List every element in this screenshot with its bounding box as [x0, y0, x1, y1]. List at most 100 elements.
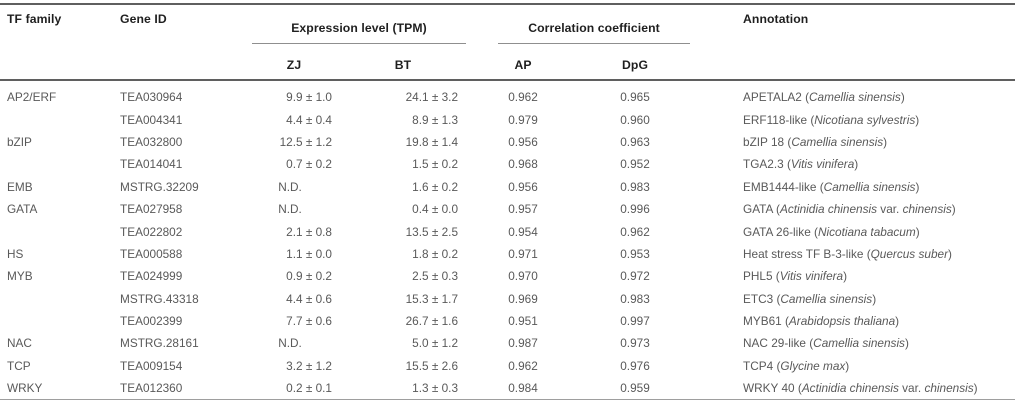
table-row: MSTRG.43318 4.4 ± 0.6 15.3 ± 1.7 0.969 0…: [0, 288, 1015, 310]
cell-tf-family: [0, 153, 113, 175]
cell-correlation-ap: 0.956: [508, 179, 538, 194]
cell-correlation-ap: 0.970: [508, 269, 538, 284]
cell-correlation-dpg: 0.962: [620, 224, 650, 239]
cell-annotation: MYB61 (Arabidopsis thaliana): [690, 310, 1015, 332]
column-header-dpg: DpG: [580, 44, 691, 81]
annotation-species-text: Camellia sinensis: [809, 90, 901, 105]
cell-annotation: bZIP 18 (Camellia sinensis): [690, 131, 1015, 153]
cell-annotation: Heat stress TF B-3-like (Quercus suber): [690, 243, 1015, 265]
cell-correlation-dpg: 0.997: [620, 314, 650, 329]
cell-expression-zj: 2.1 ± 0.8: [286, 224, 332, 239]
table-row: TEA014041 0.7 ± 0.2 1.5 ± 0.2 0.968 0.95…: [0, 153, 1015, 175]
cell-annotation: EMB1444-like (Camellia sinensis): [690, 176, 1015, 198]
cell-gene-id: TEA024999: [120, 269, 183, 284]
cell-correlation-dpg: 0.983: [620, 179, 650, 194]
annotation-text: ): [951, 202, 956, 217]
cell-expression-bt: 19.8 ± 1.4: [405, 134, 459, 149]
cell-correlation-ap: 0.951: [508, 314, 538, 329]
cell-gene-id: TEA027958: [120, 202, 183, 217]
cell-gene-id: TEA014041: [120, 157, 183, 172]
annotation-text: ): [915, 224, 920, 239]
annotation-species-text: Camellia sinensis: [813, 336, 905, 351]
cell-expression-bt: 8.9 ± 1.3: [412, 112, 459, 127]
cell-annotation: TCP4 (Glycine max): [690, 355, 1015, 377]
cell-annotation: APETALA2 (Camellia sinensis): [690, 80, 1015, 108]
table-row: WRKY TEA012360 0.2 ± 0.1 1.3 ± 0.3 0.984…: [0, 377, 1015, 401]
cell-correlation-ap: 0.956: [508, 134, 538, 149]
annotation-species-text: Vitis vinifera: [790, 157, 855, 172]
annotation-species-text: Quercus suber: [870, 246, 948, 261]
column-group-correlation: Correlation coefficient: [466, 4, 691, 44]
cell-correlation-dpg: 0.952: [620, 157, 650, 172]
table-row: TCP TEA009154 3.2 ± 1.2 15.5 ± 2.6 0.962…: [0, 355, 1015, 377]
header-group-row: TF family Gene ID Expression level (TPM)…: [0, 4, 1015, 81]
cell-annotation: PHL5 (Vitis vinifera): [690, 265, 1015, 287]
cell-annotation: GATA (Actinidia chinensis var. chinensis…: [690, 198, 1015, 220]
cell-correlation-dpg: 0.963: [620, 134, 650, 149]
cell-expression-zj: 3.2 ± 1.2: [286, 358, 332, 373]
cell-correlation-ap: 0.962: [508, 358, 538, 373]
cell-expression-bt: 2.5 ± 0.3: [412, 269, 459, 284]
annotation-text: GATA (: [743, 202, 780, 217]
cell-expression-zj: 0.7 ± 0.2: [286, 157, 332, 172]
table-header: TF family Gene ID Expression level (TPM)…: [0, 4, 1015, 81]
cell-correlation-dpg: 0.973: [620, 336, 650, 351]
table-row: GATA TEA027958 N.D. 0.4 ± 0.0 0.957 0.99…: [0, 198, 1015, 220]
annotation-text: NAC 29-like (: [743, 336, 814, 351]
cell-expression-bt: 13.5 ± 2.5: [405, 224, 459, 239]
column-header-annotation: Annotation: [690, 4, 1015, 81]
cell-tf-family: NAC: [7, 336, 32, 351]
cell-gene-id: TEA022802: [120, 224, 183, 239]
annotation-text: MYB61 (: [743, 314, 789, 329]
cell-tf-family: MYB: [7, 269, 33, 284]
column-header-zj: ZJ: [248, 44, 340, 81]
cell-correlation-ap: 0.962: [508, 90, 538, 105]
table-row: TEA004341 4.4 ± 0.4 8.9 ± 1.3 0.979 0.96…: [0, 108, 1015, 130]
cell-correlation-ap: 0.987: [508, 336, 538, 351]
cell-expression-zj: 9.9 ± 1.0: [286, 90, 332, 105]
annotation-text: APETALA2 (: [743, 90, 810, 105]
cell-expression-zj: 4.4 ± 0.4: [286, 112, 332, 127]
annotation-species-text: Camellia sinensis: [780, 291, 873, 306]
cell-annotation: ETC3 (Camellia sinensis): [690, 288, 1015, 310]
annotation-text: ): [883, 134, 888, 149]
cell-annotation: ERF118-like (Nicotiana sylvestris): [690, 108, 1015, 130]
column-group-expression-label: Expression level (TPM): [252, 12, 467, 44]
cell-expression-zj: 1.1 ± 0.0: [286, 246, 332, 261]
annotation-text: ): [843, 269, 848, 284]
annotation-text: ERF118-like (: [743, 112, 815, 127]
annotation-species-text: Camellia sinensis: [823, 179, 916, 194]
annotation-text: ): [915, 179, 920, 194]
cell-correlation-ap: 0.984: [466, 377, 581, 401]
cell-correlation-dpg: 0.960: [620, 112, 650, 127]
cell-correlation-dpg: 0.953: [620, 246, 650, 261]
annotation-text: ): [915, 112, 920, 127]
cell-expression-bt: 26.7 ± 1.6: [405, 314, 459, 329]
cell-tf-family: [0, 288, 113, 310]
cell-correlation-dpg: 0.983: [620, 291, 650, 306]
cell-gene-id: TEA032800: [120, 134, 183, 149]
cell-gene-id: TEA002399: [120, 314, 183, 329]
cell-correlation-dpg: 0.976: [620, 358, 650, 373]
cell-expression-bt: 5.0 ± 1.2: [412, 336, 459, 351]
cell-expression-bt: 1.3 ± 0.3: [340, 377, 467, 401]
annotation-text: TCP4 (: [743, 358, 781, 373]
cell-tf-family: [0, 310, 113, 332]
cell-gene-id: TEA000588: [120, 246, 183, 261]
cell-gene-id: TEA012360: [113, 377, 248, 401]
tf-gene-table: TF family Gene ID Expression level (TPM)…: [0, 3, 1015, 401]
column-header-ap: AP: [466, 44, 581, 81]
table-row: MYB TEA024999 0.9 ± 0.2 2.5 ± 0.3 0.970 …: [0, 265, 1015, 287]
annotation-text: ): [948, 246, 952, 261]
annotation-text: TGA2.3 (: [743, 157, 791, 172]
annotation-species-text: Nicotiana tabacum: [817, 224, 916, 239]
cell-correlation-ap: 0.968: [508, 157, 538, 172]
column-header-tf-family: TF family: [0, 4, 113, 81]
cell-expression-bt: 1.8 ± 0.2: [412, 246, 459, 261]
annotation-text: ): [854, 157, 859, 172]
cell-expression-bt: 0.4 ± 0.0: [412, 202, 459, 217]
cell-expression-zj: N.D.: [278, 179, 302, 194]
annotation-text: bZIP 18 (: [743, 134, 792, 149]
cell-gene-id: MSTRG.32209: [120, 179, 199, 194]
header-sub-row: ZJ BT AP DpG: [0, 44, 1015, 81]
